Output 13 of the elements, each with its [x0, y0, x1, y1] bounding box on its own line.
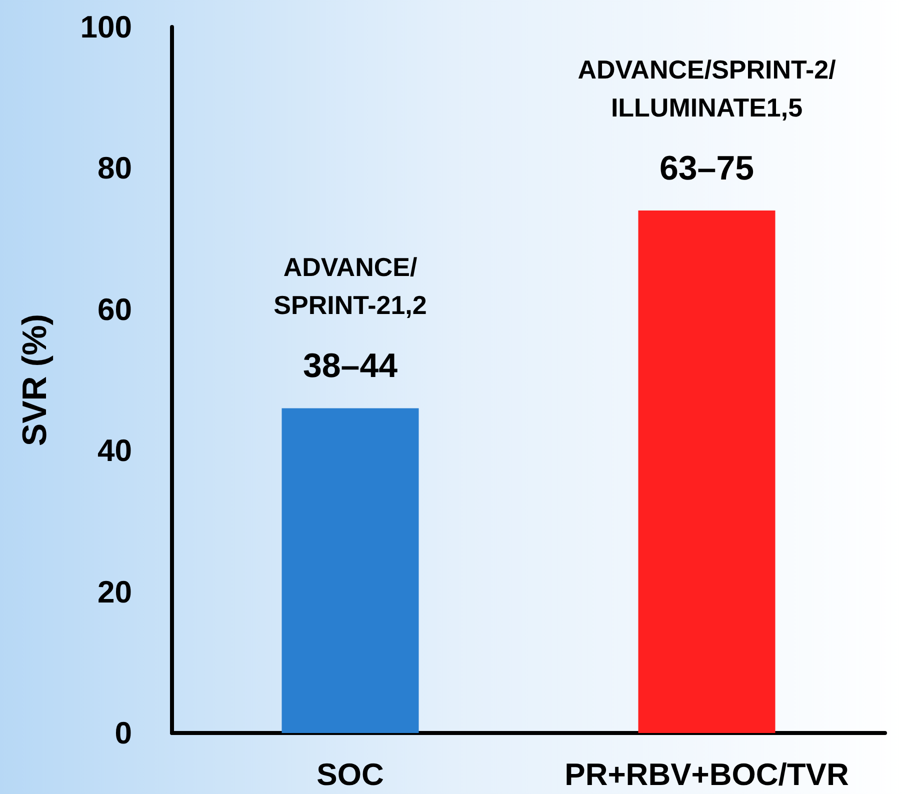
x-tick-label: PR+RBV+BOC/TVR [564, 757, 849, 792]
y-tick-label: 100 [80, 10, 132, 44]
annotation: 63–75 [659, 150, 754, 188]
y-tick-label: 40 [98, 433, 132, 468]
y-tick-label: 60 [98, 292, 132, 327]
y-tick-label: 20 [98, 574, 132, 610]
y-tick-label: 80 [98, 150, 132, 186]
annotation: ADVANCE/ SPRINT-21,2 [274, 252, 427, 320]
x-tick-label: SOC [316, 757, 384, 792]
y-tick-label: 0 [114, 716, 132, 750]
annotation: 38–44 [302, 347, 398, 386]
y-axis-title: SVR (%) [16, 314, 54, 446]
annotation: ADVANCE/SPRINT-2/ ILLUMINATE1,5 [578, 54, 836, 123]
